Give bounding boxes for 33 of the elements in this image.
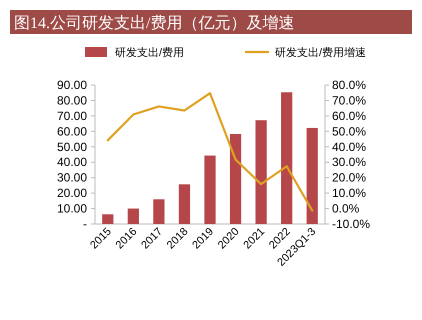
y-tick-label: 90.00 (56, 78, 88, 92)
line-series (106, 92, 314, 212)
y2-tick-label: 80.0% (332, 78, 366, 92)
bar (178, 184, 190, 224)
y2-tick-label: 70.0% (332, 93, 366, 108)
y2-tick-label: 60.0% (332, 108, 366, 123)
y2-tick-label: 50.0% (332, 124, 366, 138)
y2-tick-label: 0.0% (332, 202, 360, 216)
bar (204, 156, 216, 224)
y2-tick-label: 20.0% (332, 170, 366, 185)
y-tick-label: 70.00 (56, 108, 88, 123)
y-tick-label: 40.00 (56, 155, 88, 170)
y-tick-label: 50.00 (56, 140, 88, 154)
y-tick-label: 60.00 (56, 124, 88, 138)
bar (230, 134, 242, 224)
y2-tick-label: -10.0% (332, 217, 370, 231)
bar (128, 208, 139, 224)
y2-tick-label: 10.0% (332, 186, 366, 200)
y2-tick-label: 30.0% (332, 155, 366, 170)
y-tick-label: - (83, 217, 87, 231)
legend-label: 研发支出/费用增速 (275, 46, 366, 59)
bar (255, 120, 267, 224)
legend-label: 研发支出/费用 (115, 46, 184, 59)
bar (102, 214, 114, 224)
bar (153, 199, 165, 224)
chart-title: 图14.公司研发支出/费用（亿元）及增速 (14, 14, 294, 32)
bar (306, 128, 318, 224)
y-tick-label: 10.00 (56, 202, 88, 216)
y-tick-label: 20.00 (56, 186, 88, 200)
y-tick-label: 80.00 (56, 93, 88, 108)
bar (281, 92, 292, 224)
y-tick-label: 30.00 (56, 170, 88, 185)
y2-tick-label: 40.0% (332, 140, 366, 154)
